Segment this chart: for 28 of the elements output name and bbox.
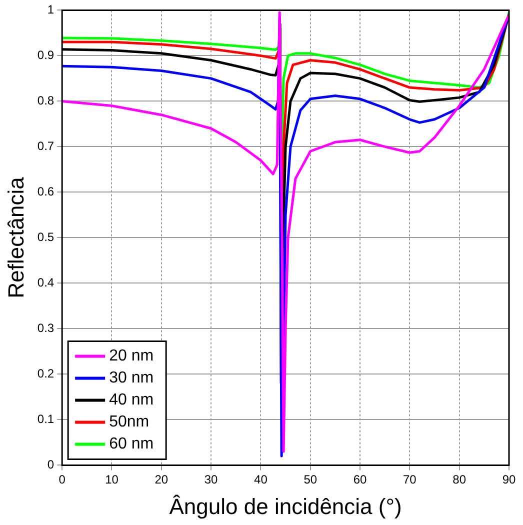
x-tick-label: 30 bbox=[204, 472, 218, 487]
x-tick-label: 20 bbox=[154, 472, 168, 487]
x-axis-title: Ângulo de incidência (°) bbox=[169, 494, 402, 519]
legend-label: 40 nm bbox=[109, 392, 154, 409]
x-tick-label: 40 bbox=[254, 472, 268, 487]
y-tick-label: 0.9 bbox=[37, 48, 54, 62]
y-tick-label: 0.1 bbox=[37, 412, 54, 426]
x-tick-label: 60 bbox=[353, 472, 368, 487]
y-tick-label: 0.7 bbox=[37, 139, 54, 154]
legend-label: 20 nm bbox=[109, 348, 154, 365]
y-tick-label: 0.3 bbox=[37, 321, 54, 336]
y-tick-label: 0.2 bbox=[37, 366, 54, 381]
y-axis-title: Reflectância bbox=[3, 176, 28, 298]
x-tick-label: 80 bbox=[452, 472, 466, 487]
x-tick-label: 0 bbox=[58, 472, 66, 487]
x-tick-label: 90 bbox=[502, 472, 516, 487]
y-tick-label: 1 bbox=[47, 2, 54, 17]
x-tick-label: 50 bbox=[304, 472, 318, 487]
x-tick-label: 10 bbox=[105, 472, 119, 487]
legend-label: 50nm bbox=[109, 414, 150, 431]
y-tick-label: 0 bbox=[47, 458, 54, 472]
y-tick-label: 0.8 bbox=[37, 94, 54, 108]
legend-label: 30 nm bbox=[109, 370, 154, 387]
y-tick-label: 0.6 bbox=[37, 184, 54, 199]
y-tick-label: 0.4 bbox=[37, 276, 54, 290]
y-tick-label: 0.5 bbox=[37, 230, 54, 244]
legend-label: 60 nm bbox=[109, 436, 154, 453]
x-tick-label: 70 bbox=[403, 472, 417, 487]
